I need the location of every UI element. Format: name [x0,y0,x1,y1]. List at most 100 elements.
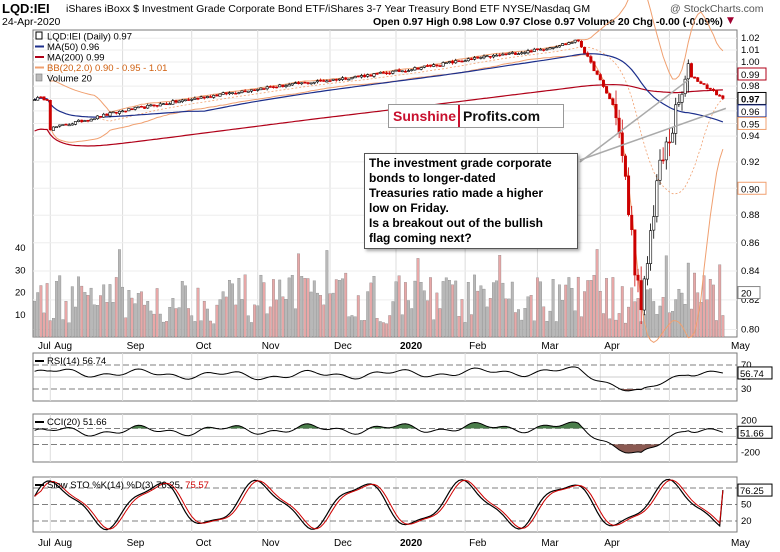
x-tick-label: 2020 [400,538,423,549]
pointer-line [579,107,727,161]
rsi-last-box [737,366,773,380]
volume-bar [466,282,470,338]
volume-bar [683,304,687,338]
volume-bar [492,282,495,338]
sto-tick-label: 20 [741,516,752,527]
volume-bar [64,301,68,338]
volume-bar [551,279,555,338]
candle-body [561,43,565,46]
volume-bar [180,281,184,338]
volume-bar [303,278,307,338]
volume-bar [605,278,608,338]
volume-bar [441,281,445,338]
legend-item-bb: BB(20,2.0) 0.90 - 0.95 - 1.01 [35,63,167,74]
candle-body [237,92,241,94]
volume-bar [67,322,71,338]
x-tick-label: Aug [54,538,72,549]
volume-bar [328,293,332,338]
volume-bar [121,286,124,338]
volume-bar [140,291,143,338]
candle-body [413,67,417,71]
volume-bar [237,278,241,338]
legend-item-price: LQD:IEI (Daily) 0.97 [35,31,132,43]
candle-body [611,98,615,105]
candle-body [319,79,323,82]
candle-body [290,83,294,86]
volume-bar [341,278,344,338]
candle-body [686,63,690,80]
volume-bar [510,281,514,338]
volume-bar [174,308,178,338]
candle-body [315,80,319,83]
volume-bar [212,323,216,338]
candle-body [121,110,125,113]
annotation-line: The investment grade corporate [369,156,552,170]
candle-body [130,108,134,111]
candle-body [441,62,445,67]
candle-body [262,88,266,90]
candle-body [715,90,719,96]
logo-part-sunshine: Sunshine [389,105,461,127]
last-value-box [737,104,767,118]
candle-body [529,50,533,53]
candle-body [388,72,392,75]
candle-body [328,80,332,82]
candle-body [598,74,602,81]
candle-body [341,77,345,80]
symbol-title: LQD:IEI [2,1,50,16]
volume-bar [36,292,40,338]
candle-body [674,104,678,134]
rsi-legend-text: RSI(14) 56.74 [47,356,106,367]
candle-body [586,52,590,57]
candle-body [435,64,439,67]
candle-body [523,52,527,54]
volume-bar [438,308,442,338]
candle-body [205,96,209,99]
candle-body [48,99,52,131]
x-tick-label: Sep [127,538,145,549]
candle-body [649,230,653,264]
volume-bar [158,313,162,338]
volume-bar [573,310,577,338]
candle-body [284,85,288,87]
volume-bar [177,307,181,338]
volume-bar [611,277,615,338]
candle-body [155,105,159,107]
volume-bar [369,282,373,338]
volume-bar [655,314,659,338]
candle-body [212,94,216,98]
candle-body [658,159,662,181]
volume-bar [444,277,448,338]
volume-bar [532,320,536,338]
candle-body [422,65,426,68]
volume-bar [89,287,93,338]
candle-body [702,83,706,85]
volume-bar [80,285,84,338]
volume-bar [190,315,194,338]
candle-body [476,56,480,59]
volume-bar [250,322,253,338]
volume-bar [199,320,203,338]
volume-bar [42,312,46,338]
candle-body [567,42,571,45]
candle-body [504,53,508,55]
volume-bar [136,293,140,338]
volume-last-box [737,286,761,300]
candle-body [114,111,118,114]
candle-body [174,100,178,103]
volume-bar [155,288,159,338]
candle-body [579,40,583,48]
candle-body [564,43,568,46]
last-value-text: 0.95 [741,119,760,130]
candle-body [268,86,272,88]
candle-body [45,99,49,101]
cci-line [34,421,724,454]
volume-bar [149,310,153,338]
sto-legend-text: Slow STO %K(14) %D(3) 76.25, 75.57 [47,480,209,491]
volume-bar [294,308,297,338]
volume-bar [567,277,571,338]
last-value-text: 0.90 [741,184,760,195]
volume-bar [96,305,99,338]
volume-bar [360,320,363,338]
candle-body [271,86,275,88]
